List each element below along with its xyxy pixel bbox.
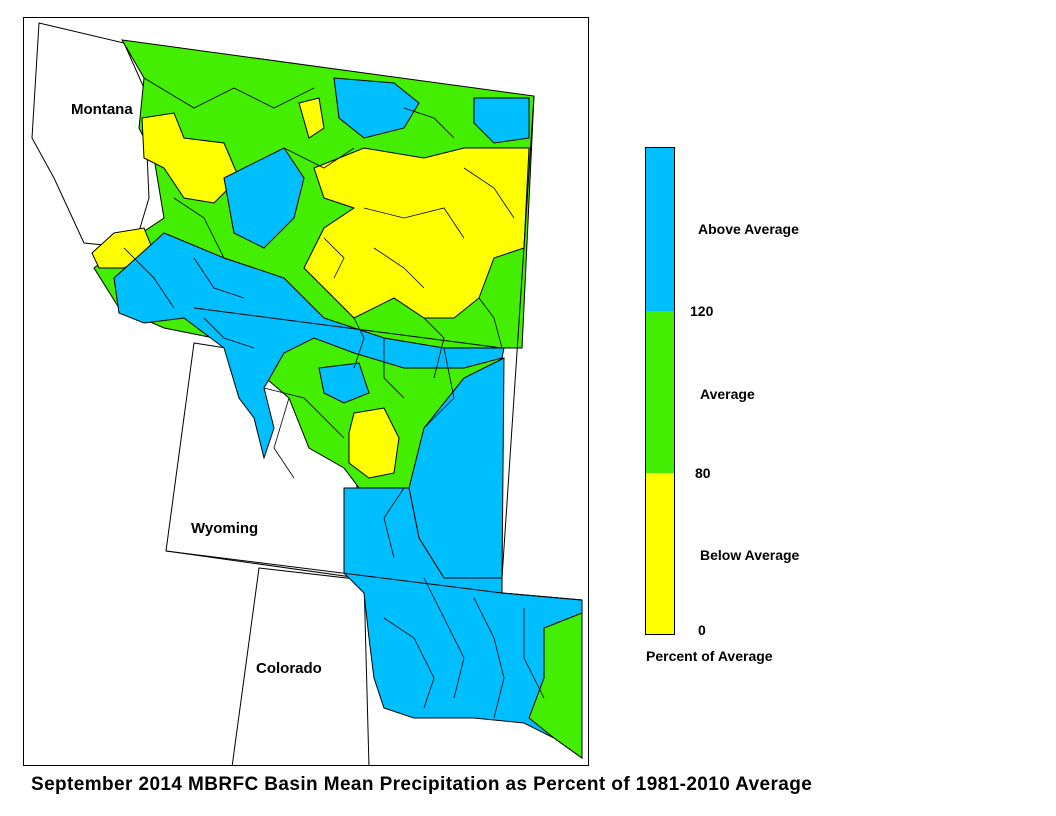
basin-below-central-montana xyxy=(303,147,530,319)
legend-swatch-average xyxy=(646,311,674,473)
basin-above-sw-montana xyxy=(113,232,505,460)
basin-above-north xyxy=(333,77,420,139)
basin-above-colorado xyxy=(343,487,583,759)
basin-above-wyoming-small xyxy=(318,362,370,404)
basin-below-wyoming xyxy=(348,407,400,479)
state-label-colorado: Colorado xyxy=(256,660,322,677)
legend-label-average: Average xyxy=(700,386,755,402)
legend-break-0: 0 xyxy=(698,622,706,638)
legend-label-above: Above Average xyxy=(698,221,799,237)
map-caption: September 2014 MBRFC Basin Mean Precipit… xyxy=(31,774,813,795)
basin-below-small xyxy=(298,97,325,139)
legend-title: Percent of Average xyxy=(646,648,773,664)
legend-color-bar xyxy=(645,147,675,635)
legend-swatch-below xyxy=(646,473,674,634)
basin-above-ne-montana xyxy=(473,97,530,144)
state-outline-colorado xyxy=(231,567,370,765)
legend-label-below: Below Average xyxy=(700,547,800,563)
state-borders xyxy=(165,95,583,601)
state-label-wyoming: Wyoming xyxy=(191,520,259,537)
basin-average-colorado-se xyxy=(528,612,583,759)
precipitation-map: Montana Wyoming Colorado xyxy=(23,17,589,766)
legend-break-120: 120 xyxy=(690,303,714,319)
legend-swatch-above xyxy=(646,148,674,311)
legend-break-80: 80 xyxy=(695,465,711,481)
map-svg xyxy=(31,22,583,765)
basin-boundaries xyxy=(123,77,545,719)
state-label-montana: Montana xyxy=(71,101,133,118)
